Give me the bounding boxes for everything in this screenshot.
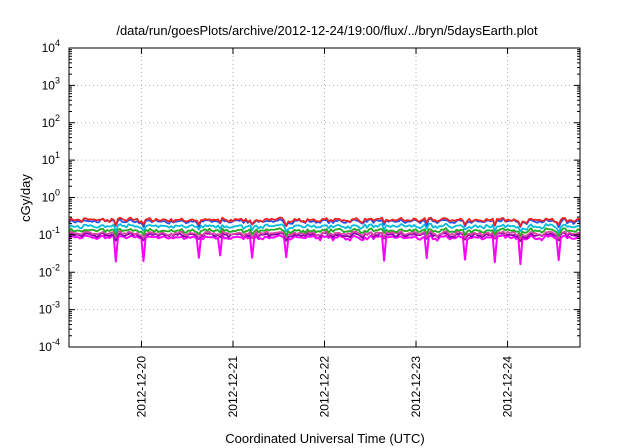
x-tick-label: 2012-12-22 [318,356,332,418]
grid-lines [69,48,580,347]
series-line [68,234,581,266]
series-group [68,216,581,266]
series-line [68,216,581,228]
y-tick-label: 10-4 [39,337,60,354]
x-tick-label: 2012-12-21 [226,356,240,418]
x-axis: 2012-12-20 2012-12-21 2012-12-22 2012-12-23… [134,48,515,418]
y-tick-label: 10-1 [39,225,60,242]
y-tick-label: 10-3 [39,300,60,317]
x-tick-label: 2012-12-24 [501,356,515,418]
x-tick-label: 2012-12-23 [409,356,423,418]
series-line [68,227,581,237]
y-axis: 10-4 10-3 10-2 10-1 100 101 102 103 104 [39,38,580,354]
series-line [68,230,581,240]
y-axis-label: cGy/day [18,174,33,222]
x-tick-label: 2012-12-20 [134,356,148,418]
chart-title: /data/run/goesPlots/archive/2012-12-24/1… [116,23,538,38]
x-axis-label: Coordinated Universal Time (UTC) [225,431,424,446]
y-tick-label: 102 [42,113,60,130]
y-tick-label: 103 [42,75,60,92]
y-tick-label: 10-2 [39,262,60,279]
y-tick-label: 100 [42,188,60,205]
y-tick-label: 101 [42,150,60,167]
y-tick-label: 104 [42,38,60,55]
series-line [68,222,580,234]
